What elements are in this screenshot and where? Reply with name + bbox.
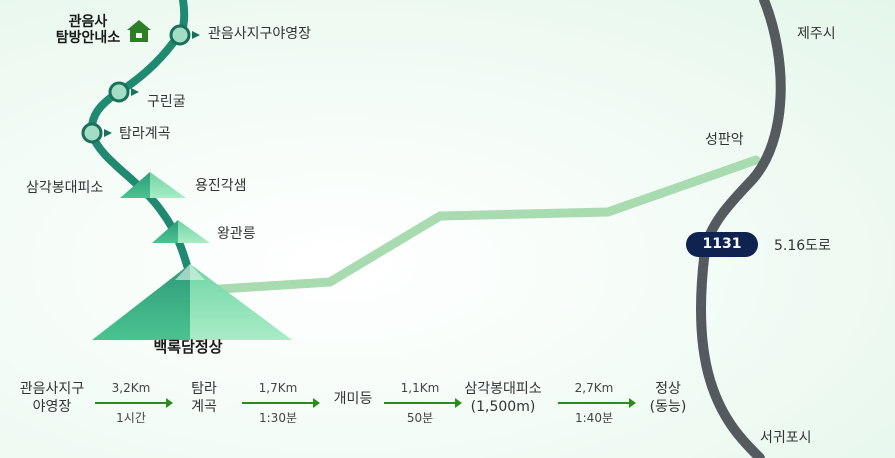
summit-mountain-icon [92,264,292,340]
visitor-center-line2: 탐방안내소 [55,30,121,46]
jeju-city-label: 제주시 [797,26,836,42]
yongjin-label: 용진각샘 [195,178,247,194]
legend-stop-shelter: 삼각봉대피소 (1,500m) [464,380,541,416]
legend-stop-valley: 탐라 계곡 [191,380,217,416]
seongpanak-trail [200,155,761,295]
legend-stop-line2: 계곡 [191,399,217,415]
leg-time: 1:40분 [575,411,613,425]
legend-leg-4: 2,7Km 1:40분 [558,381,636,425]
seogwipo-city-label: 서귀포시 [760,430,812,446]
valley-label: 탐라계곡 [119,126,171,142]
leg-time: 1시간 [116,411,146,425]
road-number-badge: 1131 [686,232,758,257]
summit-label: 백록담정상 [153,338,223,356]
leg-distance: 1,7Km [258,381,298,395]
legend-stop-campground: 관음사지구 야영장 [20,380,84,416]
seongpanak-label: 성판악 [705,132,744,148]
arrow-right-icon [95,398,173,408]
wanggwan-label: 왕관릉 [217,226,256,242]
road-1131 [696,0,786,458]
legend-stop-line1: 개미등 [333,391,373,407]
leg-distance: 2,7Km [574,381,614,395]
shelter-label: 삼각봉대피소 [26,180,104,196]
shelter-mountain-icon [120,172,186,198]
legend-leg-3: 1,1Km 50분 [384,381,462,425]
campground-label: 관음사지구야영장 [208,26,312,42]
legend-stop-line2: (동능) [649,399,687,415]
legend-stop-gaemideung: 개미등 [334,390,373,408]
valley-node-icon [81,122,112,144]
arrow-right-icon [242,398,320,408]
visitor-center-line1: 관음사 [68,14,108,30]
leg-time: 50분 [406,411,434,425]
cave-label: 구린굴 [147,94,186,110]
legend-leg-1: 3,2Km 1시간 [95,381,173,425]
legend-stop-line1: 삼각봉대피소 [464,381,542,397]
visitor-center-label: 관음사 탐방안내소 [56,14,120,46]
legend-stop-line2: (1,500m) [470,399,536,415]
legend-stop-line1: 관음사지구 [19,381,85,397]
arrow-right-icon [558,398,636,408]
wanggwan-mountain-icon [152,220,210,243]
arrow-right-icon [384,398,462,408]
legend-stop-line1: 정상 [655,381,681,397]
legend-leg-2: 1,7Km 1:30분 [242,381,320,425]
legend-stop-summit: 정상 (동능) [650,380,687,416]
road-route-label: 5.16도로 [774,238,831,254]
leg-distance: 3,2Km [111,381,151,395]
campground-node-icon [169,24,200,46]
house-icon [127,20,151,42]
legend-stop-line1: 탐라 [191,381,217,397]
cave-node-icon [108,81,139,103]
legend-stop-line2: 야영장 [32,399,72,415]
leg-distance: 1,1Km [400,381,440,395]
leg-time: 1:30분 [259,411,297,425]
